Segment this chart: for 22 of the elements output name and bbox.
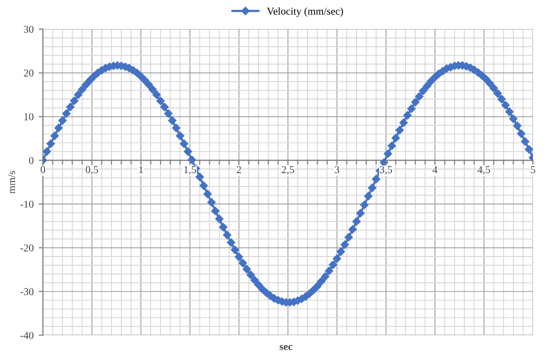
x-tick-label: 0,5: [86, 166, 98, 175]
y-tick-label: 10: [24, 113, 34, 120]
x-tick-label: 2,5: [282, 166, 294, 175]
x-tick-label: 0: [40, 166, 46, 174]
x-tick-label: 4,5: [478, 166, 490, 175]
y-tick-label: 30: [24, 26, 34, 33]
y-axis-title: mm/s: [8, 170, 16, 194]
x-tick-label: 5: [530, 166, 536, 174]
y-tick-label: 0: [29, 156, 34, 164]
x-tick-label: 3,5: [380, 166, 392, 175]
x-tick-label: 3: [334, 166, 340, 174]
x-axis-title: sec: [280, 344, 292, 350]
legend-label: Velocity (mm/sec): [266, 7, 343, 17]
x-tick-label: 2: [236, 166, 241, 174]
y-tick-label: 20: [24, 70, 34, 77]
y-tick-label: -10: [20, 200, 34, 208]
y-tick-label: -30: [20, 288, 34, 296]
y-tick-label: -40: [20, 332, 34, 339]
x-tick-label: 4: [432, 166, 438, 174]
x-tick-label: 1: [139, 166, 143, 174]
x-tick-label: 1,5: [184, 166, 196, 175]
y-tick-label: -20: [20, 244, 34, 252]
